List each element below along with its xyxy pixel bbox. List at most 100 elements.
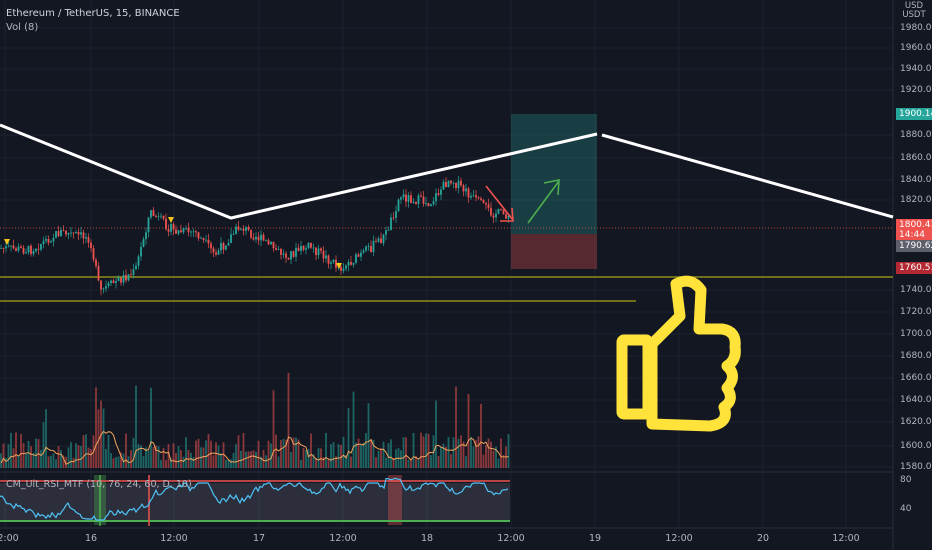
volume-bar (47, 456, 50, 468)
candle-body (160, 215, 162, 217)
volume-bar (287, 372, 290, 468)
time-tick: 12:00 (0, 533, 19, 544)
candle-body (492, 215, 495, 218)
rsi-indicator-label[interactable]: CM_Ult_RSI_MTF (10, 76, 24, 60, D, 10) (6, 479, 192, 490)
candle-body (467, 188, 470, 198)
volume-bar (300, 459, 302, 468)
volume-bar (185, 437, 187, 468)
volume-bar (87, 447, 90, 468)
volume-bar (52, 453, 55, 468)
candle-body (90, 242, 92, 249)
candle-body (425, 202, 427, 204)
volume-bar (157, 446, 160, 468)
candle-body (157, 215, 160, 217)
candle-body (305, 248, 307, 250)
volume-bar (232, 452, 235, 468)
candle-body (167, 229, 170, 232)
candle-body (397, 199, 400, 211)
volume-bar (360, 444, 362, 468)
green-arrow-up[interactable] (527, 179, 560, 224)
volume-bar (402, 437, 405, 468)
candle-body (80, 232, 82, 235)
price-tick: 1660.00 (900, 373, 932, 383)
volume-bar (222, 442, 225, 468)
volume-bar (137, 444, 140, 468)
volume-bar (207, 433, 210, 468)
volume-bar (367, 403, 370, 468)
volume-bar (25, 453, 27, 468)
candle-body (357, 254, 360, 257)
volume-bar (210, 440, 212, 468)
volume-indicator-label[interactable]: Vol (8) (6, 22, 39, 33)
candle-body (7, 245, 10, 247)
long-position-stop-zone[interactable] (511, 234, 597, 269)
rsi-tick: 40 (900, 504, 912, 514)
trendline-drawing[interactable] (0, 123, 598, 220)
volume-bar (387, 442, 390, 468)
volume-bar (35, 438, 37, 468)
red-arrow-down[interactable] (485, 185, 514, 222)
candle-body (495, 213, 497, 218)
volume-bar (347, 408, 350, 468)
volume-bar (145, 447, 147, 468)
trendline-drawing-right[interactable] (601, 133, 894, 219)
symbol-title[interactable]: Ethereum / TetherUS, 15, BINANCE (6, 8, 180, 19)
currency-line1: USD (904, 1, 924, 11)
candle-body (140, 246, 142, 257)
candle-body (155, 215, 157, 217)
candle-body (237, 226, 240, 230)
time-tick: 12:00 (832, 533, 860, 544)
volume-bar (197, 438, 200, 468)
volume-bar (337, 444, 340, 468)
volume-bar (220, 453, 222, 468)
candle-body (85, 237, 87, 239)
candle-body (170, 223, 172, 232)
volume-bar (390, 439, 392, 468)
volume-bar (27, 440, 30, 468)
candle-body (370, 245, 372, 252)
volume-bar (392, 458, 395, 468)
volume-bar (482, 454, 485, 468)
price-tick: 1600.00 (900, 441, 932, 451)
currency-label[interactable]: USD USDT (898, 2, 930, 20)
volume-bar (165, 459, 167, 468)
volume-bar (470, 436, 472, 468)
signal-marker (4, 239, 10, 245)
volume-bar (80, 446, 82, 468)
volume-bar (225, 459, 227, 468)
volume-bar (480, 403, 482, 468)
volume-bar (342, 436, 345, 468)
volume-bar (492, 450, 495, 468)
grid-lines (0, 0, 893, 528)
volume-bar (445, 446, 447, 468)
price-tick: 1880.00 (900, 130, 932, 140)
candle-body (222, 243, 225, 250)
candle-body (42, 240, 45, 244)
volume-bar (170, 458, 172, 468)
candle-body (197, 232, 200, 239)
candle-body (97, 265, 100, 281)
candle-body (120, 277, 122, 283)
candle-body (30, 245, 32, 254)
volume-bar (75, 443, 77, 468)
time-tick: 18 (420, 533, 434, 544)
volume-bar (42, 422, 45, 468)
price-tick: 1700.00 (900, 329, 932, 339)
volume-bar (462, 441, 465, 468)
volume-bar (425, 433, 427, 468)
candle-body (445, 181, 447, 188)
candle-body (422, 196, 425, 204)
candle-body (352, 262, 355, 265)
time-tick: 19 (588, 533, 602, 544)
volume-bar (70, 442, 72, 468)
long-position-target-zone[interactable] (511, 114, 597, 234)
volume-bar (350, 456, 352, 468)
candle-body (182, 228, 185, 233)
candle-body (92, 248, 95, 260)
volume-bar (472, 446, 475, 468)
candle-body (20, 246, 22, 248)
candle-body (282, 253, 285, 255)
volume-bar (55, 459, 57, 468)
candle-body (292, 251, 295, 257)
